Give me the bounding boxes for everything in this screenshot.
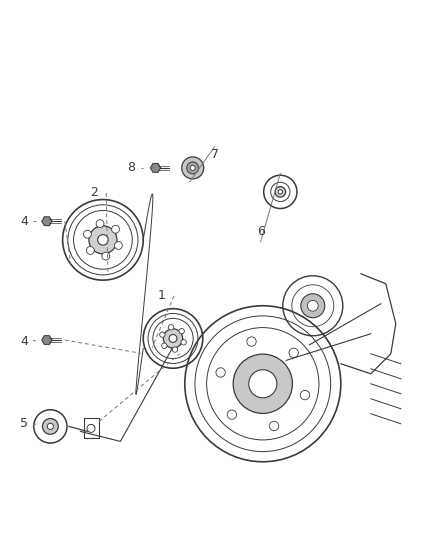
Circle shape xyxy=(289,348,298,358)
Circle shape xyxy=(112,225,120,233)
Polygon shape xyxy=(42,217,52,225)
Text: 8: 8 xyxy=(127,161,135,174)
Circle shape xyxy=(181,340,186,345)
Circle shape xyxy=(42,418,58,434)
Text: 1: 1 xyxy=(158,289,166,302)
Circle shape xyxy=(89,226,117,254)
Polygon shape xyxy=(151,164,160,172)
Circle shape xyxy=(182,157,204,179)
Circle shape xyxy=(47,423,53,430)
Circle shape xyxy=(275,187,286,197)
Text: 6: 6 xyxy=(257,225,265,238)
Circle shape xyxy=(249,370,277,398)
Circle shape xyxy=(227,410,237,419)
Text: 5: 5 xyxy=(20,417,28,430)
Circle shape xyxy=(102,252,110,260)
Circle shape xyxy=(163,329,183,348)
Text: 4: 4 xyxy=(20,335,28,348)
Polygon shape xyxy=(42,336,52,344)
Circle shape xyxy=(87,424,95,432)
Text: 2: 2 xyxy=(90,187,98,199)
Circle shape xyxy=(247,337,256,346)
Circle shape xyxy=(269,421,279,431)
Circle shape xyxy=(278,190,283,194)
Text: 7: 7 xyxy=(211,148,219,161)
Circle shape xyxy=(162,343,167,349)
Circle shape xyxy=(114,241,122,249)
Circle shape xyxy=(233,354,293,414)
Circle shape xyxy=(187,162,199,174)
Circle shape xyxy=(160,332,165,337)
Circle shape xyxy=(172,347,178,352)
Circle shape xyxy=(190,165,195,171)
Circle shape xyxy=(96,220,104,228)
Circle shape xyxy=(216,368,225,377)
Circle shape xyxy=(86,247,94,254)
Circle shape xyxy=(84,230,92,238)
Circle shape xyxy=(300,390,310,400)
Circle shape xyxy=(307,301,318,311)
Text: 4: 4 xyxy=(20,215,28,228)
Circle shape xyxy=(168,325,174,330)
Circle shape xyxy=(301,294,325,318)
Circle shape xyxy=(179,328,184,334)
Circle shape xyxy=(98,235,108,245)
Circle shape xyxy=(169,335,177,342)
